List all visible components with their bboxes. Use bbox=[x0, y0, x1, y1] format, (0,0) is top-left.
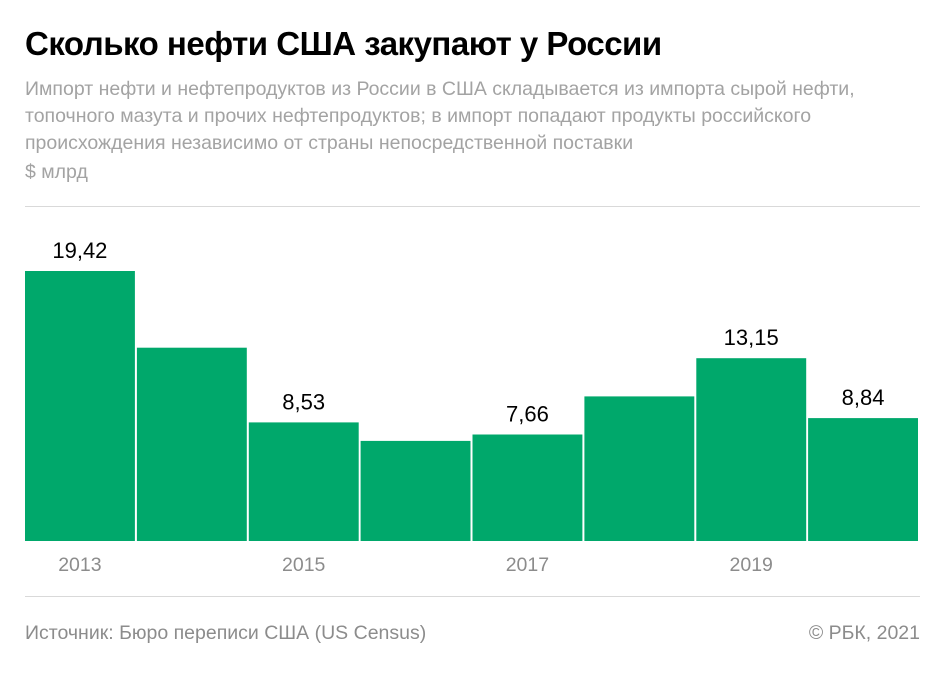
bar-2019 bbox=[696, 358, 807, 541]
chart-title: Сколько нефти США закупают у России bbox=[25, 25, 662, 62]
x-tick-label-2013: 2013 bbox=[58, 554, 101, 576]
bar-2013 bbox=[25, 271, 135, 541]
copyright-text: РБК, 2021 bbox=[828, 622, 920, 644]
value-label-2020: 8,84 bbox=[842, 385, 885, 410]
value-label-2013: 19,42 bbox=[52, 238, 107, 263]
bar-2016 bbox=[360, 440, 471, 541]
value-label-2019: 13,15 bbox=[724, 325, 779, 350]
bar-2020 bbox=[808, 418, 918, 541]
top-divider bbox=[25, 206, 920, 207]
source-note: Источник: Бюро переписи США (US Census) bbox=[25, 622, 426, 645]
value-label-2015: 8,53 bbox=[282, 389, 325, 414]
copyright-note: © РБК, 2021 bbox=[809, 622, 920, 645]
bar-2017 bbox=[472, 434, 583, 541]
chart-subtitle: Импорт нефти и нефтепродуктов из России … bbox=[25, 78, 855, 154]
x-tick-label-2015: 2015 bbox=[282, 554, 326, 576]
value-label-2017: 7,66 bbox=[506, 402, 549, 427]
bar-chart: 19,42 2013 8,53 2015 7,66 2017 13,15 2019 8,84 bbox=[25, 238, 918, 576]
bar-2014 bbox=[136, 347, 247, 541]
x-tick-label-2019: 2019 bbox=[730, 554, 773, 576]
source-label: Источник: bbox=[25, 622, 114, 644]
copyright-icon: © bbox=[808, 622, 824, 644]
unit-label: $ млрд bbox=[25, 161, 88, 183]
bar-2018 bbox=[584, 396, 695, 541]
x-tick-label-2017: 2017 bbox=[506, 554, 549, 576]
bar-2015 bbox=[248, 422, 359, 541]
bottom-divider bbox=[25, 596, 920, 597]
source-text: Бюро переписи США (US Census) bbox=[119, 622, 427, 644]
